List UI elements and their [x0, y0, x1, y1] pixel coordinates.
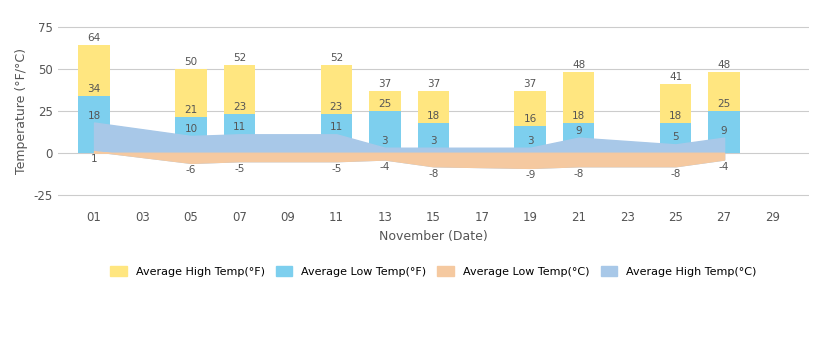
Bar	[223, 66, 255, 153]
Bar	[708, 111, 740, 153]
Bar	[563, 72, 594, 153]
Text: 11: 11	[330, 122, 343, 132]
Text: -6: -6	[186, 165, 196, 175]
Text: -4: -4	[719, 162, 730, 172]
Bar	[660, 122, 691, 153]
Text: 37: 37	[427, 79, 440, 89]
Text: 34: 34	[87, 84, 100, 94]
Text: 52: 52	[232, 53, 246, 63]
Text: 9: 9	[575, 126, 582, 136]
Text: 11: 11	[232, 122, 246, 132]
Bar	[78, 96, 110, 153]
Text: 18: 18	[669, 110, 682, 121]
X-axis label: November (Date): November (Date)	[379, 230, 488, 243]
Bar	[660, 84, 691, 153]
Y-axis label: Temperature (°F/°C): Temperature (°F/°C)	[15, 48, 28, 174]
Text: 3: 3	[527, 136, 534, 146]
Text: -5: -5	[234, 164, 245, 174]
Text: 64: 64	[87, 33, 100, 43]
Bar	[175, 69, 207, 153]
Text: 10: 10	[184, 124, 198, 134]
Text: -5: -5	[331, 164, 341, 174]
Bar	[708, 72, 740, 153]
Text: -8: -8	[671, 169, 681, 179]
Text: 18: 18	[87, 110, 100, 121]
Text: 9: 9	[720, 126, 727, 136]
Text: 1: 1	[90, 153, 97, 164]
Text: 25: 25	[378, 99, 392, 109]
Text: 21: 21	[184, 105, 198, 115]
Bar	[78, 45, 110, 153]
Text: 48: 48	[717, 60, 730, 70]
Text: 52: 52	[330, 53, 343, 63]
Text: 23: 23	[330, 102, 343, 112]
Text: 16: 16	[524, 114, 537, 124]
Bar	[417, 90, 449, 153]
Text: 3: 3	[382, 136, 388, 146]
Text: 48: 48	[572, 60, 585, 70]
Text: 18: 18	[572, 110, 585, 121]
Bar	[320, 66, 352, 153]
Text: 5: 5	[672, 132, 679, 142]
Bar	[515, 90, 546, 153]
Text: 25: 25	[717, 99, 730, 109]
Text: 37: 37	[524, 79, 537, 89]
Text: -4: -4	[379, 162, 390, 172]
Bar	[515, 126, 546, 153]
Text: -8: -8	[574, 169, 583, 179]
Bar	[223, 114, 255, 153]
Text: -9: -9	[525, 171, 535, 180]
Bar	[369, 111, 401, 153]
Bar	[320, 114, 352, 153]
Text: 37: 37	[378, 79, 392, 89]
Legend: Average High Temp(°F), Average Low Temp(°F), Average Low Temp(°C), Average High : Average High Temp(°F), Average Low Temp(…	[105, 262, 761, 281]
Bar	[369, 90, 401, 153]
Text: 23: 23	[232, 102, 246, 112]
Text: 50: 50	[184, 57, 198, 67]
Text: -8: -8	[428, 169, 438, 179]
Text: 41: 41	[669, 72, 682, 82]
Bar	[417, 122, 449, 153]
Text: 3: 3	[430, 136, 437, 146]
Bar	[175, 118, 207, 153]
Bar	[563, 122, 594, 153]
Text: 18: 18	[427, 110, 440, 121]
